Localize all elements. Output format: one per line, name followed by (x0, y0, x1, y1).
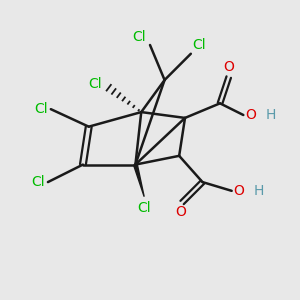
Text: Cl: Cl (192, 38, 206, 52)
Text: Cl: Cl (137, 201, 151, 215)
Text: O: O (223, 60, 234, 74)
Text: Cl: Cl (32, 175, 45, 189)
Text: Cl: Cl (34, 102, 48, 116)
Polygon shape (134, 164, 144, 197)
Text: O: O (245, 108, 256, 122)
Text: Cl: Cl (88, 77, 102, 92)
Text: H: H (254, 184, 264, 198)
Text: H: H (265, 108, 276, 122)
Text: O: O (175, 206, 186, 219)
Text: Cl: Cl (132, 29, 146, 44)
Text: O: O (233, 184, 244, 198)
